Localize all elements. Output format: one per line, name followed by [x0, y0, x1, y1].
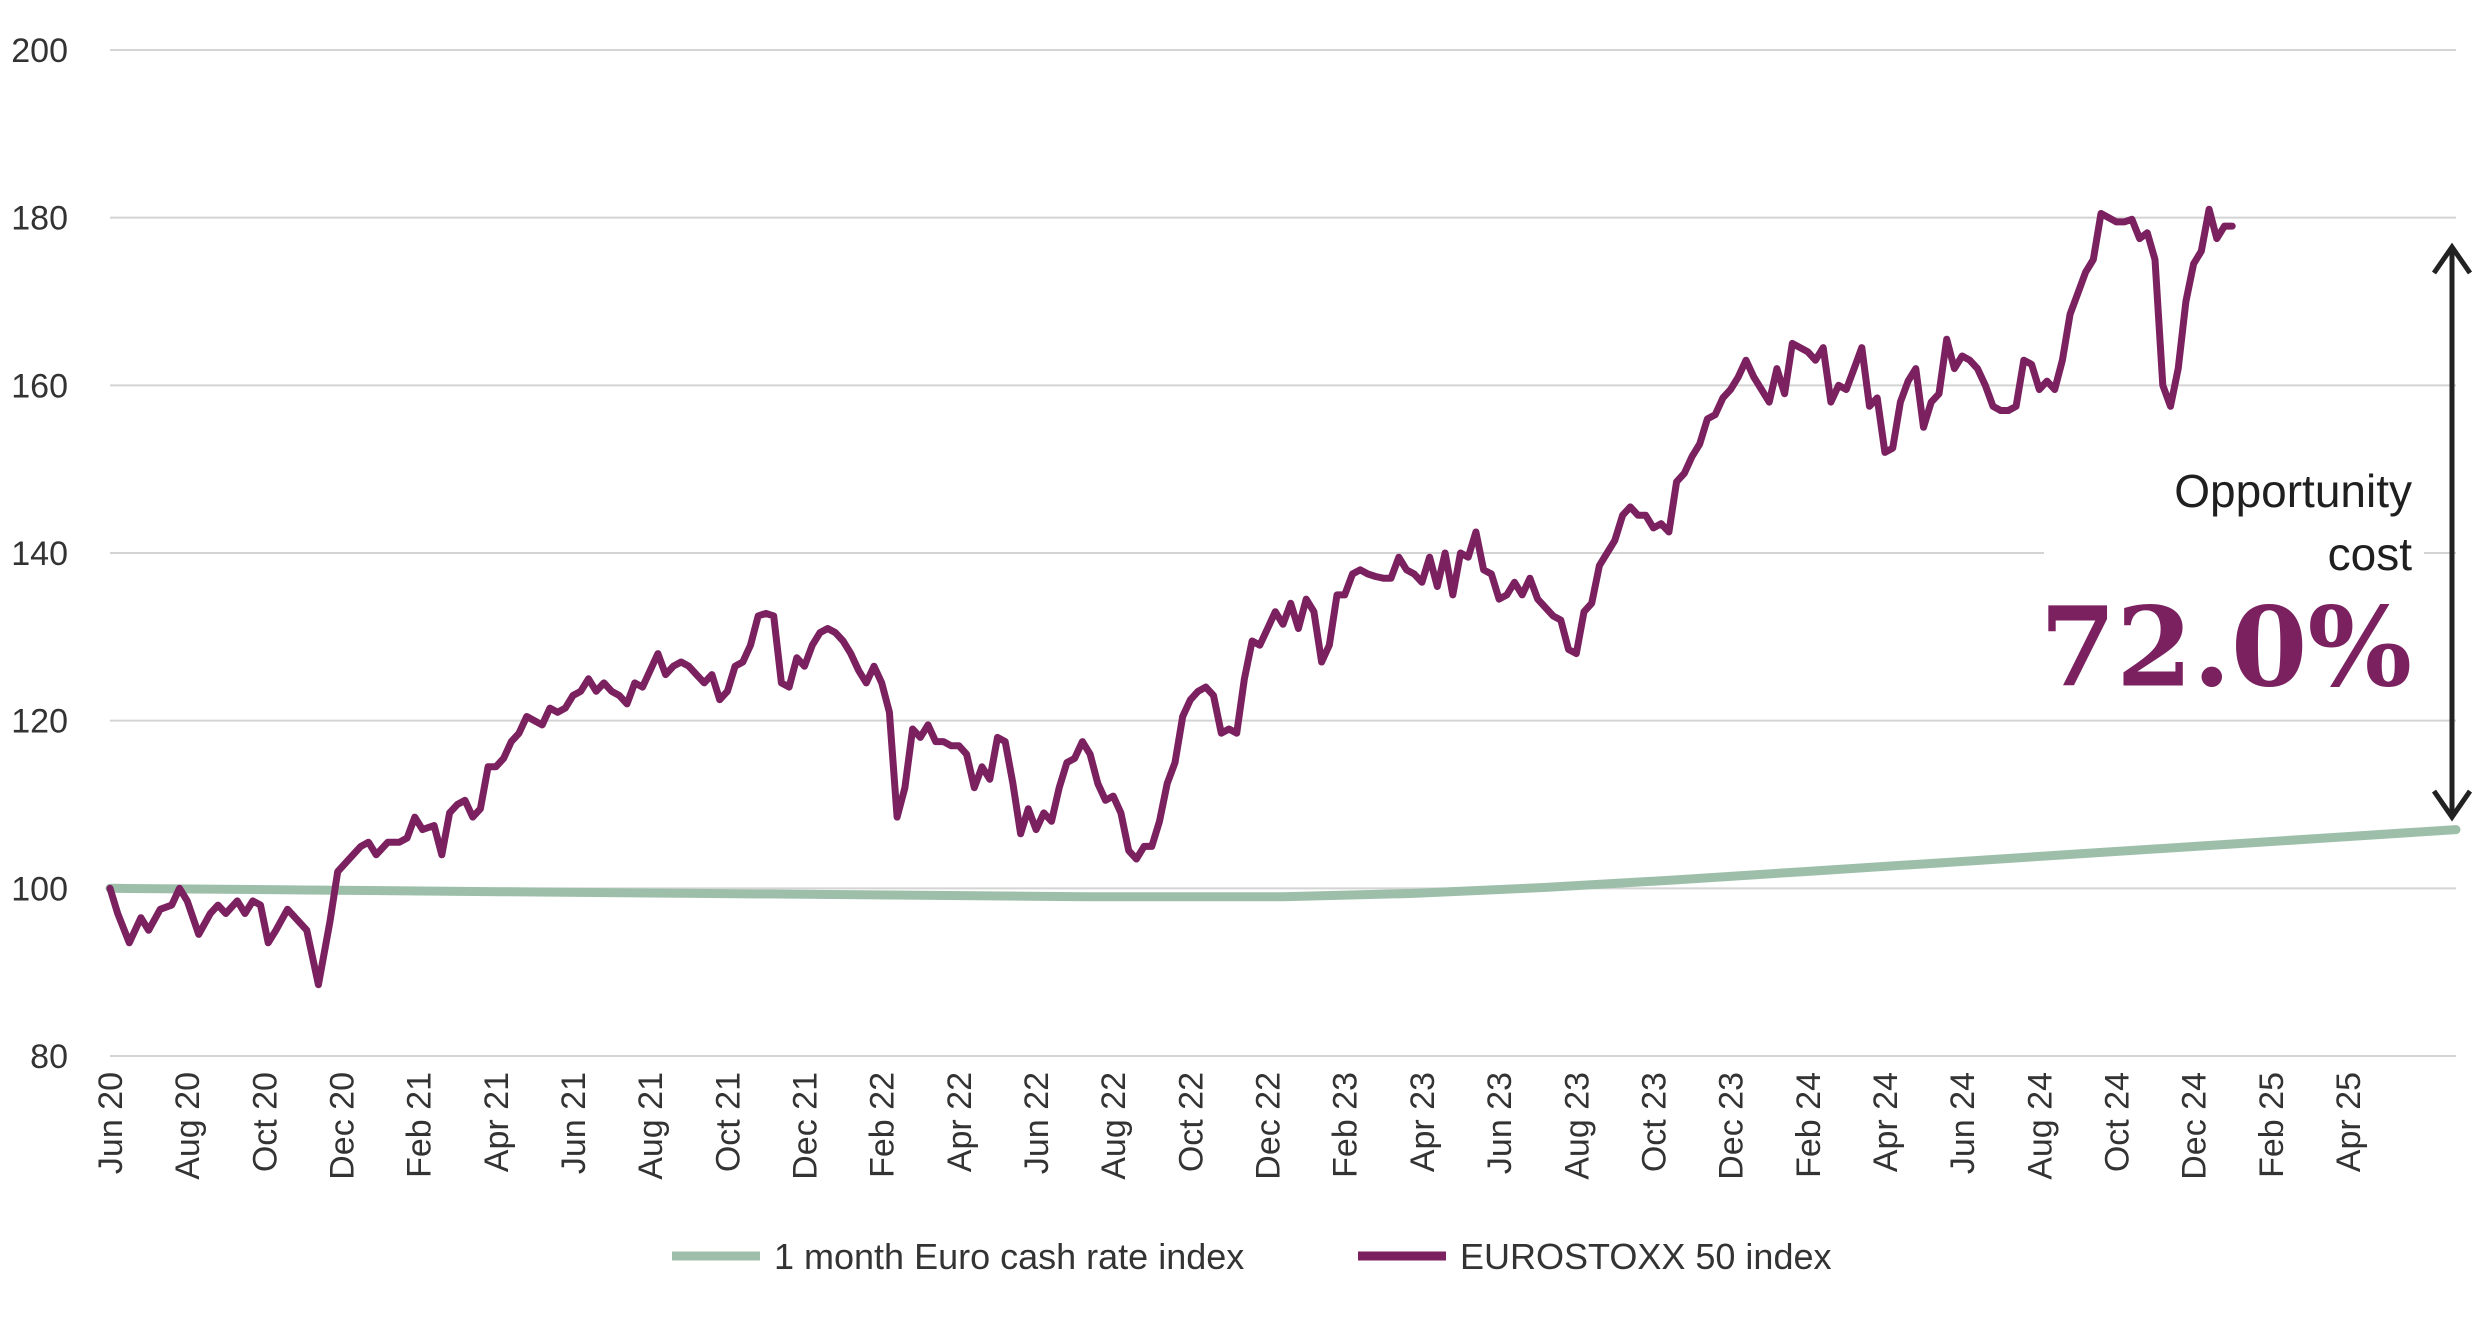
x-tick-label: Apr 22 [941, 1072, 979, 1172]
x-tick-label: Jun 21 [555, 1072, 593, 1174]
x-tick-label: Oct 20 [246, 1072, 284, 1172]
x-tick-label: Oct 21 [709, 1072, 747, 1172]
x-tick-label: Dec 22 [1250, 1072, 1288, 1180]
x-tick-label: Aug 23 [1558, 1072, 1596, 1180]
x-tick-label: Dec 20 [324, 1072, 362, 1180]
legend: 1 month Euro cash rate index EUROSTOXX 5… [672, 1236, 1832, 1277]
x-tick-label: Feb 25 [2253, 1072, 2291, 1178]
x-tick-label: Aug 21 [632, 1072, 670, 1180]
annotation-label-line1: Opportunity [2174, 465, 2412, 517]
x-tick-label: Apr 24 [1867, 1072, 1905, 1172]
arrow-head-bottom [2431, 789, 2473, 822]
y-tick-label: 80 [30, 1038, 68, 1076]
annotation-value: 72.0% [2040, 582, 2412, 711]
x-tick-label: Aug 20 [169, 1072, 207, 1180]
y-tick-label: 160 [11, 367, 68, 405]
x-tick-label: Oct 22 [1172, 1072, 1210, 1172]
y-tick-label: 180 [11, 200, 68, 238]
series-line-eurostoxx [106, 205, 2236, 989]
series-line-cash-rate [105, 825, 2461, 902]
x-tick-label: Dec 23 [1713, 1072, 1751, 1180]
x-tick-label: Jun 22 [1018, 1072, 1056, 1174]
y-tick-label: 200 [11, 32, 68, 70]
y-tick-label: 100 [11, 870, 68, 908]
x-tick-label: Feb 24 [1790, 1072, 1828, 1178]
y-tick-label: 140 [11, 535, 68, 573]
series-lines [105, 205, 2461, 989]
y-tick-label: 120 [11, 703, 68, 741]
x-axis-ticks: Jun 20 Aug 20 Oct 20 Dec 20 Feb 21 Apr 21 Jun … [92, 1072, 2368, 1180]
x-tick-label: Feb 21 [401, 1072, 439, 1178]
x-tick-label: Aug 24 [2021, 1072, 2059, 1180]
arrow-head-top [2431, 242, 2473, 275]
x-tick-label: Feb 23 [1327, 1072, 1365, 1178]
x-tick-label: Aug 22 [1095, 1072, 1133, 1180]
legend-label-eurostoxx: EUROSTOXX 50 index [1460, 1236, 1832, 1277]
opportunity-cost-annotation: Opportunity cost 72.0% [2040, 242, 2473, 822]
x-tick-label: Dec 21 [787, 1072, 825, 1180]
x-tick-label: Jun 23 [1481, 1072, 1519, 1174]
x-tick-label: Oct 24 [2098, 1072, 2136, 1172]
annotation-label-line2: cost [2328, 528, 2413, 580]
x-tick-label: Oct 23 [1635, 1072, 1673, 1172]
x-tick-label: Apr 21 [478, 1072, 516, 1172]
x-tick-label: Jun 20 [92, 1072, 130, 1174]
x-tick-label: Jun 24 [1944, 1072, 1982, 1174]
x-tick-label: Apr 25 [2330, 1072, 2368, 1172]
x-tick-label: Apr 23 [1404, 1072, 1442, 1172]
x-tick-label: Feb 22 [864, 1072, 902, 1178]
y-axis-ticks: 80 100 120 140 160 180 200 [11, 32, 68, 1076]
annotation-background [2044, 469, 2424, 713]
x-tick-label: Dec 24 [2176, 1072, 2214, 1180]
legend-label-cash-rate: 1 month Euro cash rate index [774, 1236, 1244, 1277]
